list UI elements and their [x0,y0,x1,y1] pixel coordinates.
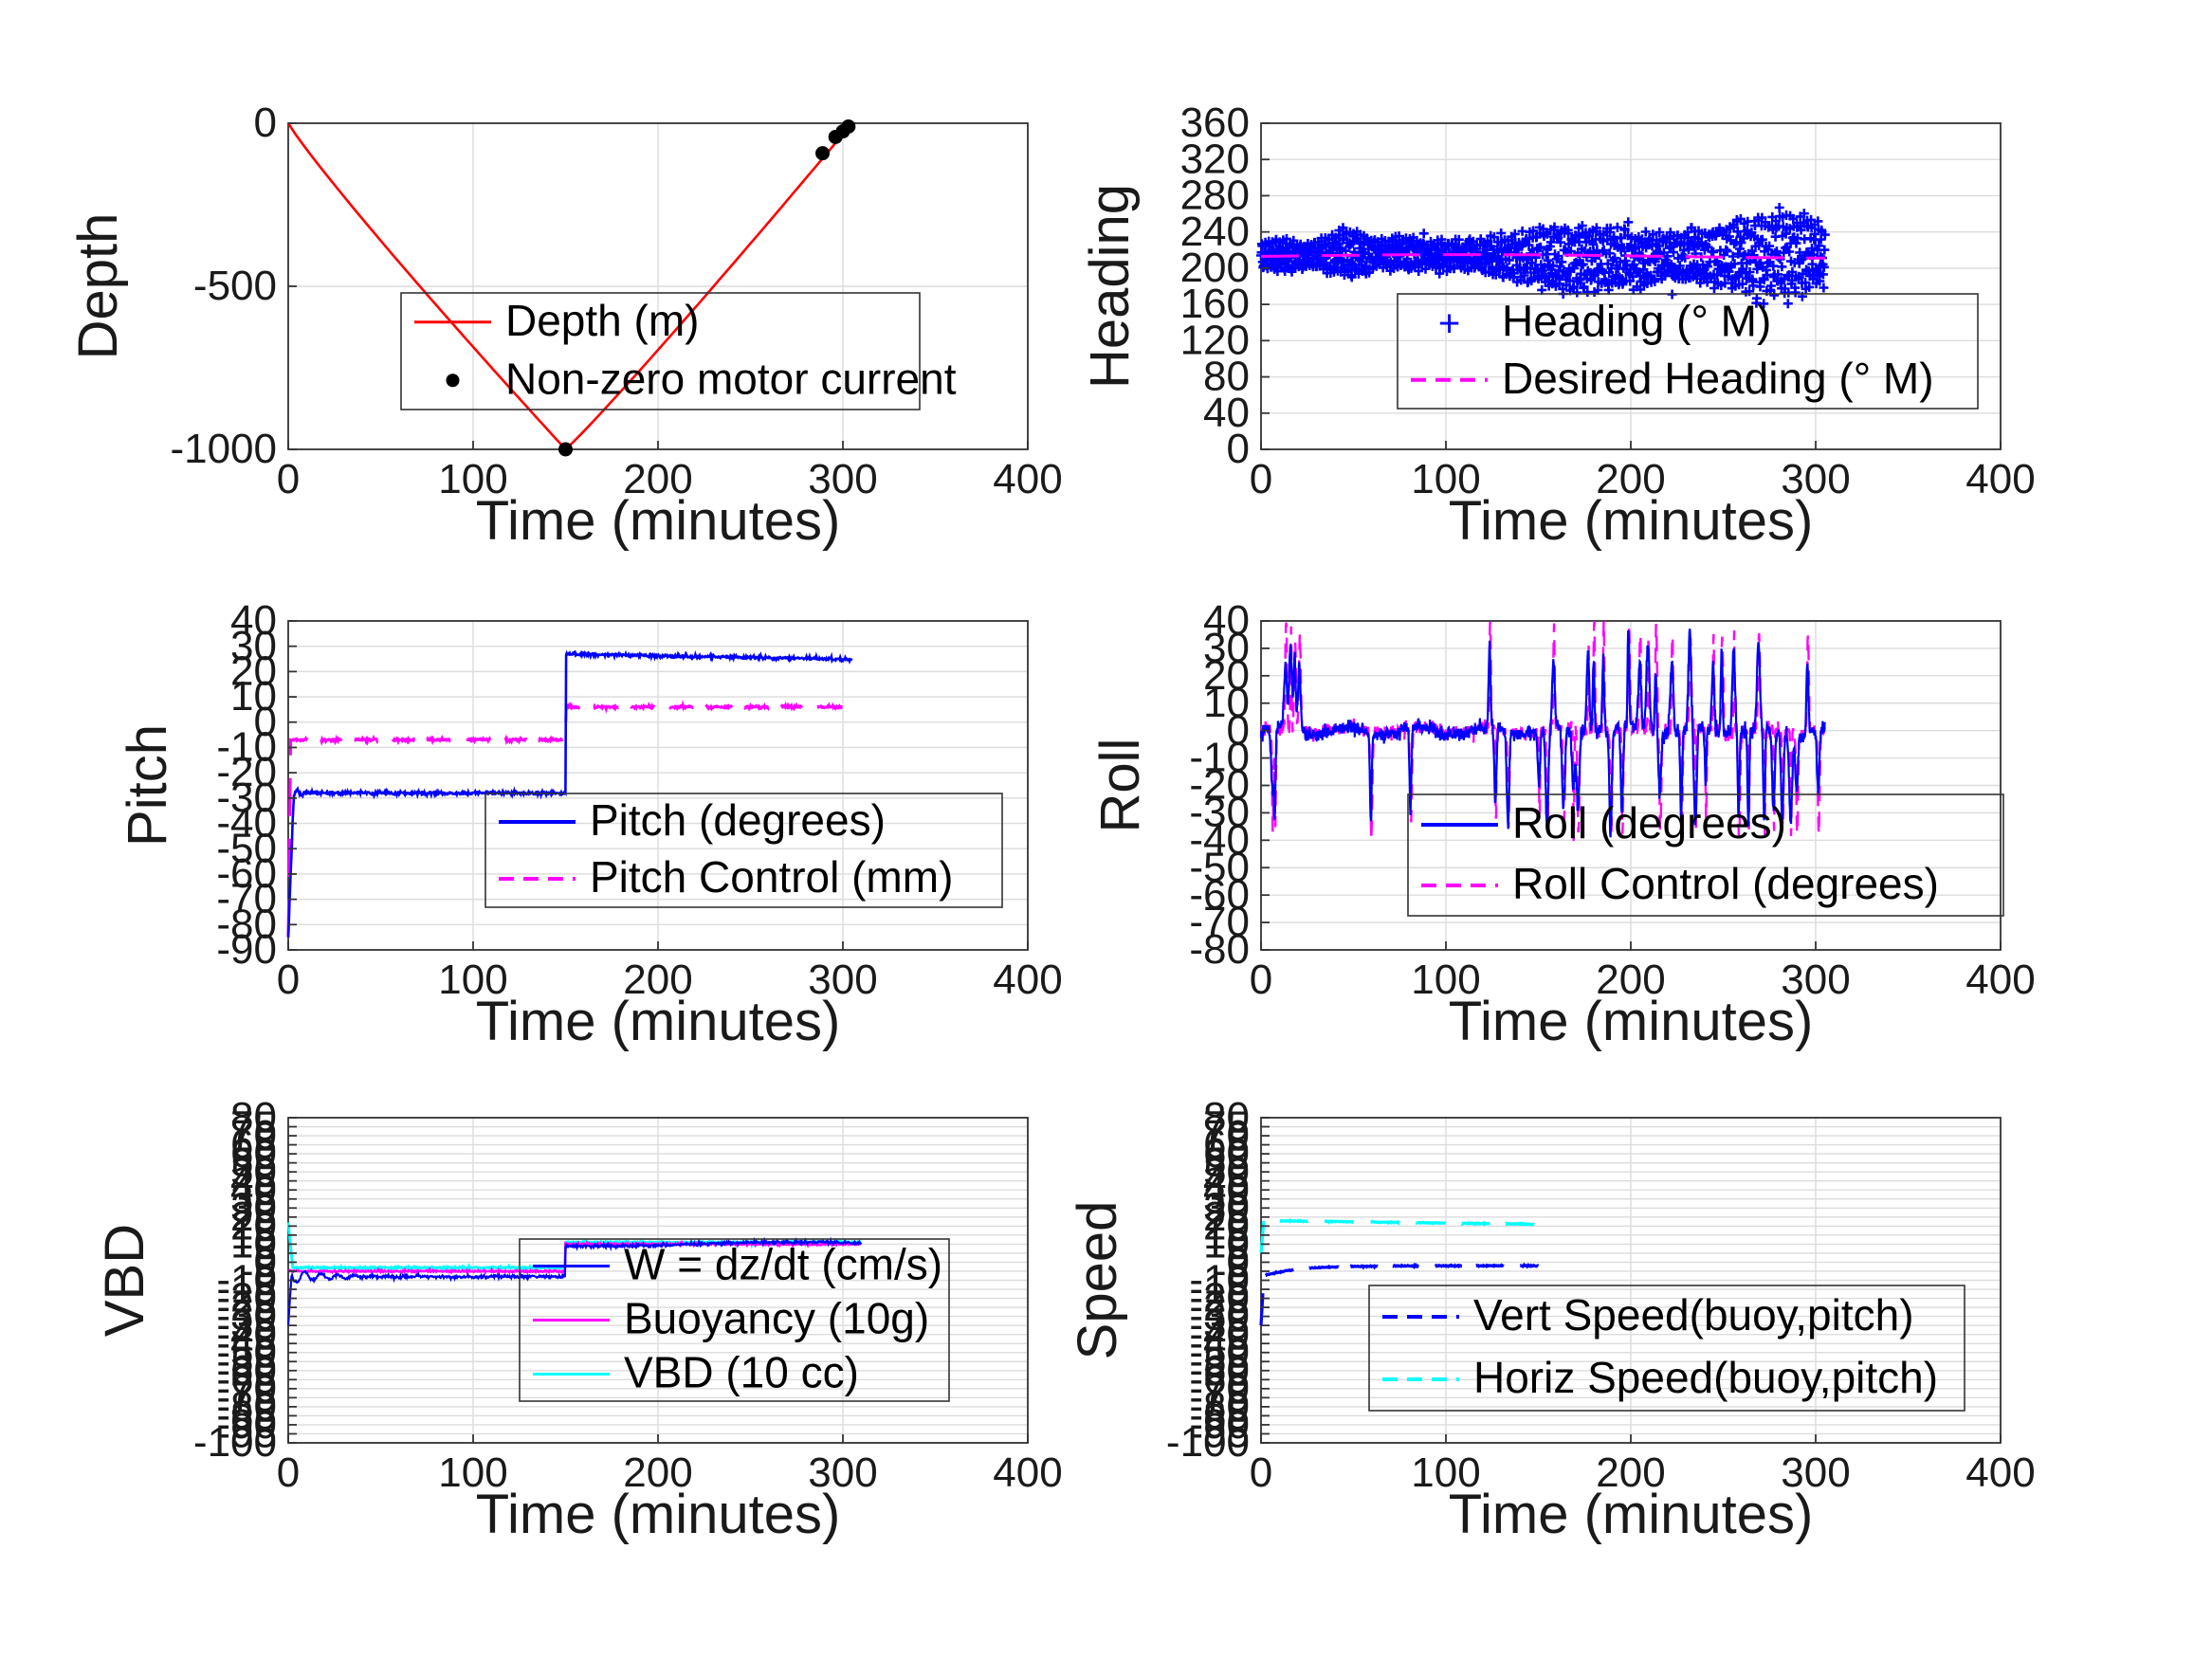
svg-text:Heading (° M): Heading (° M) [1502,296,1771,345]
svg-text:Buoyancy (10g): Buoyancy (10g) [624,1294,929,1343]
svg-text:Depth (m): Depth (m) [505,296,699,345]
svg-text:Time (minutes): Time (minutes) [476,991,841,1052]
svg-text:Speed: Speed [1067,1201,1128,1360]
svg-text:+: + [1438,302,1460,344]
svg-text:VBD: VBD [94,1224,155,1337]
svg-text:Time (minutes): Time (minutes) [1449,991,1814,1052]
svg-text:Time (minutes): Time (minutes) [476,1484,841,1545]
svg-text:Roll Control (degrees): Roll Control (degrees) [1512,859,1939,908]
svg-text:400: 400 [1965,456,2035,502]
svg-text:Depth: Depth [67,213,129,360]
svg-text:-1000: -1000 [170,426,277,472]
svg-text:Non-zero motor current: Non-zero motor current [505,354,957,403]
svg-text:0: 0 [1250,456,1272,502]
svg-text:VBD (10 cc): VBD (10 cc) [624,1348,859,1397]
svg-text:0: 0 [1250,1449,1272,1496]
svg-text:0: 0 [254,100,277,146]
svg-text:W = dz/dt (cm/s): W = dz/dt (cm/s) [624,1240,942,1289]
svg-text:-100: -100 [1166,1419,1250,1466]
svg-text:Vert Speed(buoy,pitch): Vert Speed(buoy,pitch) [1473,1290,1914,1340]
svg-text:Roll: Roll [1089,738,1151,833]
svg-text:-100: -100 [193,1419,277,1466]
svg-text:-90: -90 [216,926,277,973]
svg-text:Time (minutes): Time (minutes) [1449,1484,1814,1545]
svg-text:0: 0 [277,957,300,1003]
svg-text:400: 400 [993,957,1062,1003]
svg-text:Pitch (degrees): Pitch (degrees) [590,795,886,845]
svg-text:Pitch: Pitch [117,724,178,847]
svg-text:-500: -500 [193,263,277,309]
svg-text:Heading: Heading [1079,184,1141,389]
svg-text:0: 0 [1250,957,1272,1003]
svg-text:0: 0 [277,456,300,502]
svg-text:Roll (degrees): Roll (degrees) [1512,798,1786,848]
svg-text:0: 0 [277,1449,300,1496]
svg-text:-80: -80 [1189,926,1250,973]
svg-text:Pitch Control (mm): Pitch Control (mm) [590,852,953,902]
svg-text:Time (minutes): Time (minutes) [476,490,841,552]
svg-text:400: 400 [993,1449,1062,1496]
svg-text:Time (minutes): Time (minutes) [1449,490,1814,552]
svg-text:Horiz Speed(buoy,pitch): Horiz Speed(buoy,pitch) [1473,1353,1938,1402]
svg-text:360: 360 [1180,100,1250,146]
svg-text:400: 400 [993,456,1062,502]
svg-text:400: 400 [1965,957,2035,1003]
svg-text:400: 400 [1965,1449,2035,1496]
svg-text:Desired Heading (° M): Desired Heading (° M) [1502,354,1934,403]
